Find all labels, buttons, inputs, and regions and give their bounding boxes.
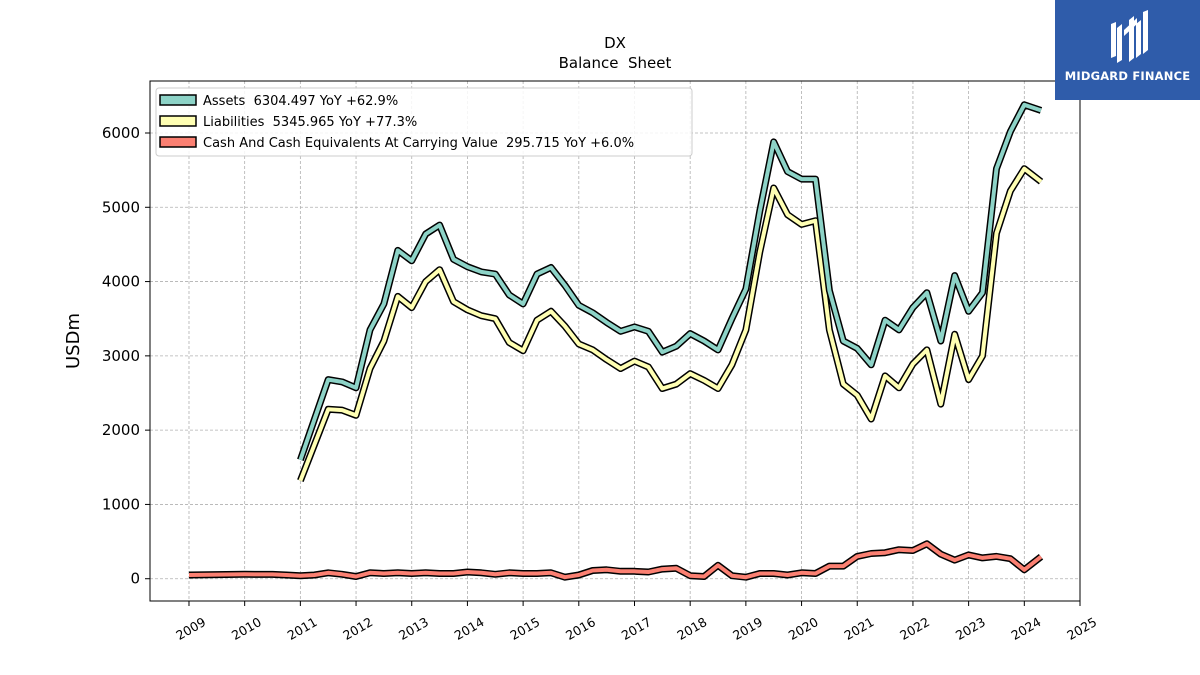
legend-swatch — [159, 136, 197, 148]
plot-frame — [149, 80, 1081, 602]
x-tick-label: 2023 — [953, 614, 988, 643]
x-tick-label: 2022 — [897, 614, 932, 643]
logo-mark-icon — [1111, 10, 1148, 63]
y-tick-label: 2000 — [102, 421, 140, 439]
y-tick-label: 5000 — [102, 198, 140, 216]
series-line — [188, 541, 1043, 580]
x-tick-label: 2016 — [563, 614, 598, 643]
y-tick-label: 0 — [130, 570, 140, 588]
x-tick-label: 2013 — [396, 614, 431, 643]
x-tick-label: 2011 — [285, 614, 320, 643]
x-tick-label: 2020 — [786, 614, 821, 643]
legend: Assets 6304.497 YoY +62.9% Liabilities 53… — [155, 87, 693, 157]
x-tick-label: 2021 — [841, 614, 876, 643]
x-tick-label: 2019 — [730, 614, 765, 643]
legend-box — [155, 87, 693, 157]
y-tick-label: 6000 — [102, 124, 140, 142]
grid — [150, 81, 1081, 601]
series-line — [298, 166, 1043, 482]
x-tick-label: 2018 — [674, 614, 709, 643]
x-tick-label: 2012 — [340, 614, 375, 643]
legend-label: Assets 6304.497 YoY +62.9% — [203, 94, 398, 109]
x-tick-label: 2010 — [229, 614, 264, 643]
x-axis: 2009 2010 2011 2012 2013 2014 2015 2016 2017 2018… — [173, 601, 1099, 643]
x-tick-label: 2025 — [1064, 614, 1099, 643]
y-tick-label: 1000 — [102, 495, 140, 513]
chart-title: DX — [604, 34, 626, 52]
y-tick-label: 3000 — [102, 347, 140, 365]
legend-swatch — [159, 115, 197, 127]
x-tick-label: 2014 — [452, 614, 487, 643]
brand-logo: MIDGARD FINANCE — [1055, 0, 1200, 100]
y-tick-label: 4000 — [102, 273, 140, 291]
x-tick-label: 2009 — [173, 614, 208, 643]
x-tick-label: 2017 — [619, 614, 654, 643]
legend-label: Liabilities 5345.965 YoY +77.3% — [203, 115, 417, 130]
legend-label: Cash And Cash Equivalents At Carrying Va… — [203, 136, 634, 151]
y-axis-label: USDm — [63, 313, 84, 369]
logo-text: MIDGARD FINANCE — [1064, 69, 1191, 83]
y-axis: 0 1000 2000 3000 4000 5000 6000 — [102, 124, 150, 588]
series-group — [188, 101, 1044, 581]
series-line — [298, 102, 1042, 461]
x-tick-label: 2024 — [1009, 614, 1044, 643]
chart-subtitle: Balance Sheet — [559, 54, 672, 72]
legend-swatch — [159, 94, 197, 106]
x-tick-label: 2015 — [507, 614, 542, 643]
